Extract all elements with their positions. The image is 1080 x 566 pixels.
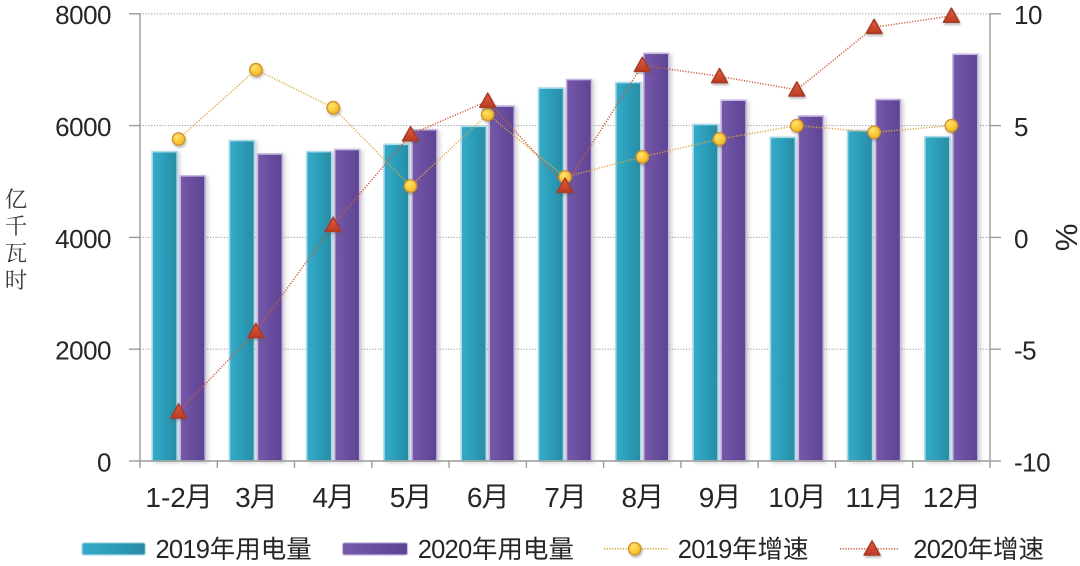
- svg-text:8000: 8000: [55, 0, 111, 30]
- svg-text:7: 7: [544, 482, 560, 513]
- svg-text:8: 8: [622, 482, 638, 513]
- svg-text:1-2: 1-2: [145, 482, 185, 513]
- svg-text:0: 0: [97, 447, 111, 477]
- svg-text:4: 4: [312, 482, 328, 513]
- svg-text:11: 11: [846, 482, 875, 513]
- svg-text:6000: 6000: [55, 112, 111, 142]
- svg-text:2020: 2020: [418, 536, 472, 564]
- svg-text:5: 5: [1014, 112, 1028, 142]
- svg-text:6: 6: [467, 482, 483, 513]
- svg-text:2000: 2000: [55, 336, 111, 366]
- svg-text:9: 9: [699, 482, 715, 513]
- svg-text:12: 12: [923, 482, 954, 513]
- svg-text:2019: 2019: [678, 536, 732, 564]
- svg-text:10: 10: [1014, 0, 1042, 30]
- svg-text:-10: -10: [1014, 447, 1050, 477]
- svg-text:10: 10: [768, 482, 799, 513]
- svg-text:-5: -5: [1014, 336, 1036, 366]
- svg-text:2019: 2019: [156, 536, 210, 564]
- svg-text:0: 0: [1014, 224, 1028, 254]
- svg-text:4000: 4000: [55, 224, 111, 254]
- svg-text:2020: 2020: [913, 536, 967, 564]
- svg-text:5: 5: [390, 482, 406, 513]
- svg-text:%: %: [1049, 224, 1080, 252]
- svg-text:3: 3: [235, 482, 251, 513]
